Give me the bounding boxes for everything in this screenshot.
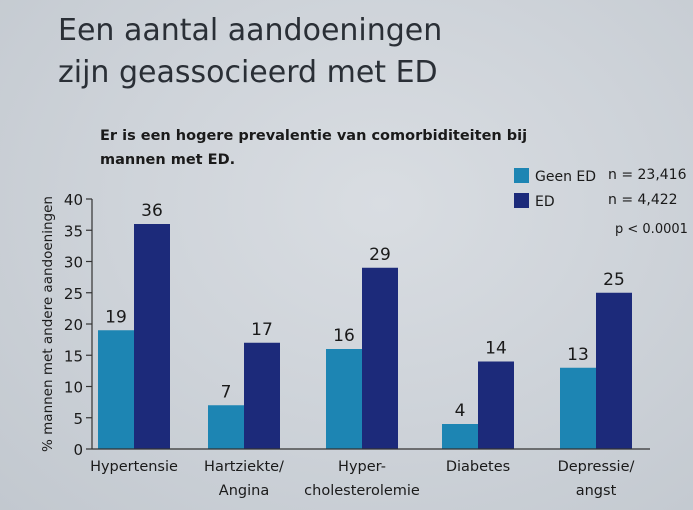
x-category-label: Hyper- — [338, 459, 386, 475]
chart-subtitle: Er is een hogere prevalentie van comorbi… — [100, 124, 570, 172]
bar-value-label: 4 — [455, 401, 466, 421]
title-line-1: Een aantal aandoeningen — [58, 13, 443, 48]
bar-value-label: 25 — [603, 270, 625, 290]
bar-geen-ed — [326, 349, 362, 449]
bar-geen-ed — [560, 367, 596, 449]
x-category-label: Hartziekte/ — [204, 459, 284, 475]
y-tick-label: 0 — [73, 441, 83, 459]
bar-value-label: 29 — [369, 245, 391, 265]
x-category-label: Angina — [219, 483, 269, 499]
p-value: p < 0.0001 — [615, 222, 688, 237]
y-tick-label: 25 — [64, 285, 83, 303]
legend-label: ED — [535, 194, 555, 210]
title-line-2: zijn geassocieerd met ED — [58, 55, 438, 90]
bar-ed — [134, 224, 170, 449]
y-axis-label: % mannen met andere aandoeningen — [40, 196, 56, 452]
legend-swatch — [514, 168, 529, 183]
x-category-label: Diabetes — [446, 459, 510, 475]
x-category-label: cholesterolemie — [304, 483, 420, 499]
subtitle-line-2: mannen met ED. — [100, 152, 236, 168]
bar-value-label: 19 — [105, 307, 127, 327]
legend-n-geen-ed: n = 23,416 — [608, 167, 687, 183]
x-category-label: Depressie/ — [558, 459, 635, 475]
x-category-label: Hypertensie — [90, 459, 178, 475]
bar-value-label: 13 — [567, 345, 589, 365]
y-tick-label: 30 — [64, 254, 83, 272]
y-tick-label: 5 — [73, 410, 83, 428]
legend-label: Geen ED — [535, 169, 596, 185]
bar-geen-ed — [442, 424, 478, 449]
y-tick-label: 40 — [64, 191, 83, 209]
bar-ed — [244, 342, 280, 449]
subtitle-line-1: Er is een hogere prevalentie van comorbi… — [100, 128, 528, 144]
bar-ed — [362, 267, 398, 449]
bar-value-label: 16 — [333, 326, 355, 346]
slide-title: Een aantal aandoeningen zijn geassocieer… — [58, 10, 618, 94]
bar-geen-ed — [208, 405, 244, 449]
legend-n-ed: n = 4,422 — [608, 192, 678, 208]
bar-value-label: 36 — [141, 201, 163, 221]
bar-value-label: 17 — [251, 320, 273, 340]
x-category-label: angst — [576, 483, 617, 499]
bar-ed — [478, 361, 514, 449]
y-tick-label: 20 — [64, 316, 83, 334]
y-tick-label: 35 — [64, 222, 83, 240]
legend-swatch — [514, 193, 529, 208]
bar-value-label: 7 — [221, 382, 232, 402]
y-tick-label: 10 — [64, 379, 83, 397]
bar-ed — [596, 292, 632, 449]
bar-value-label: 14 — [485, 339, 507, 359]
y-tick-label: 15 — [64, 347, 83, 365]
bar-geen-ed — [98, 330, 134, 449]
